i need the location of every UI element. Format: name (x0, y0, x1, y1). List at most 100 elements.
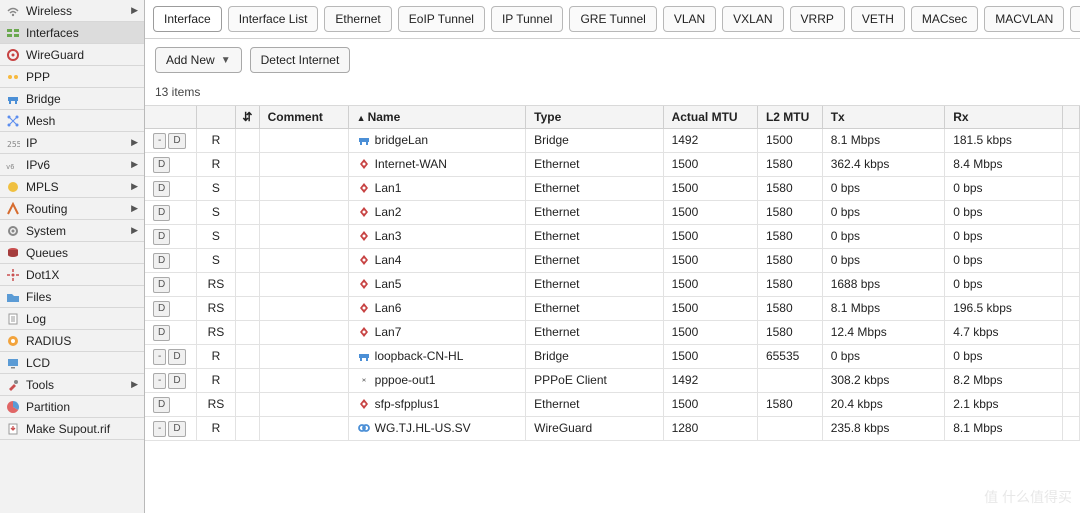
tab-ethernet[interactable]: Ethernet (324, 6, 391, 32)
tab-vxlan[interactable]: VXLAN (722, 6, 783, 32)
cell-flags: R (196, 344, 236, 368)
table-row[interactable]: DRSLan5Ethernet150015801688 bps0 bps (145, 272, 1080, 296)
tab-interface[interactable]: Interface (153, 6, 222, 32)
sidebar-item-wireless[interactable]: Wireless▶ (0, 0, 144, 22)
sidebar-item-system[interactable]: System▶ (0, 220, 144, 242)
cell-tx: 235.8 kbps (822, 416, 944, 440)
sidebar-item-mesh[interactable]: Mesh (0, 110, 144, 132)
tab-macvlan[interactable]: MACVLAN (984, 6, 1064, 32)
row-disable-button[interactable]: D (153, 277, 170, 293)
tab-interface-list[interactable]: Interface List (228, 6, 319, 32)
cell-name: Lan6 (348, 296, 525, 320)
sidebar-item-make-supout-rif[interactable]: Make Supout.rif (0, 418, 144, 440)
cell-tx: 12.4 Mbps (822, 320, 944, 344)
col-controls[interactable] (145, 106, 196, 128)
ip-icon: 255 (6, 136, 20, 150)
table-row[interactable]: DRSLan7Ethernet1500158012.4 Mbps4.7 kbps (145, 320, 1080, 344)
sidebar-item-wireguard[interactable]: WireGuard (0, 44, 144, 66)
tab-veth[interactable]: VETH (851, 6, 905, 32)
row-disable-button[interactable]: D (168, 133, 185, 149)
sidebar-item-interfaces[interactable]: Interfaces (0, 22, 144, 44)
sidebar-item-tools[interactable]: Tools▶ (0, 374, 144, 396)
col-type[interactable]: Type (526, 106, 663, 128)
table-row[interactable]: DRSsfp-sfpplus1Ethernet1500158020.4 kbps… (145, 392, 1080, 416)
sidebar-item-radius[interactable]: RADIUS (0, 330, 144, 352)
sidebar-item-dot1x[interactable]: Dot1X (0, 264, 144, 286)
col-flags[interactable] (196, 106, 236, 128)
col-reorder[interactable]: ⇵ (236, 106, 259, 128)
row-disable-button[interactable]: D (153, 157, 170, 173)
tab-vlan[interactable]: VLAN (663, 6, 716, 32)
wg-icon (357, 421, 371, 435)
cell-extra (1063, 368, 1080, 392)
sidebar-item-mpls[interactable]: MPLS▶ (0, 176, 144, 198)
sidebar-item-ppp[interactable]: PPP (0, 66, 144, 88)
row-disable-button[interactable]: D (153, 325, 170, 341)
tab-ip-tunnel[interactable]: IP Tunnel (491, 6, 563, 32)
table-row[interactable]: DSLan3Ethernet150015800 bps0 bps (145, 224, 1080, 248)
row-disable-button[interactable]: D (153, 205, 170, 221)
row-disable-button[interactable]: D (168, 421, 185, 437)
col-actual-mtu[interactable]: Actual MTU (663, 106, 757, 128)
tab-eoip-tunnel[interactable]: EoIP Tunnel (398, 6, 485, 32)
table-row[interactable]: DRInternet-WANEthernet15001580362.4 kbps… (145, 152, 1080, 176)
row-collapse-button[interactable]: - (153, 373, 166, 389)
sidebar-item-routing[interactable]: Routing▶ (0, 198, 144, 220)
sidebar-item-label: Make Supout.rif (26, 422, 138, 436)
col-extra[interactable] (1063, 106, 1080, 128)
row-collapse-button[interactable]: - (153, 349, 166, 365)
row-disable-button[interactable]: D (168, 373, 185, 389)
cell-l2-mtu (757, 368, 822, 392)
sidebar-item-partition[interactable]: Partition (0, 396, 144, 418)
eth-icon (357, 397, 371, 411)
tab-vrrp[interactable]: VRRP (790, 6, 845, 32)
cell-l2-mtu: 1580 (757, 392, 822, 416)
cell-rx: 0 bps (945, 272, 1063, 296)
add-new-button[interactable]: Add New ▼ (155, 47, 242, 73)
cell-flags: RS (196, 272, 236, 296)
table-row[interactable]: DSLan2Ethernet150015800 bps0 bps (145, 200, 1080, 224)
row-disable-button[interactable]: D (153, 301, 170, 317)
row-disable-button[interactable]: D (153, 253, 170, 269)
routing-icon (6, 202, 20, 216)
cell-type: PPPoE Client (526, 368, 663, 392)
row-collapse-button[interactable]: - (153, 421, 166, 437)
sidebar-item-bridge[interactable]: Bridge (0, 88, 144, 110)
table-row[interactable]: -DRbridgeLanBridge149215008.1 Mbps181.5 … (145, 128, 1080, 152)
cell-actual-mtu: 1492 (663, 368, 757, 392)
row-collapse-button[interactable]: - (153, 133, 166, 149)
sidebar-item-ipv6[interactable]: v6IPv6▶ (0, 154, 144, 176)
row-disable-button[interactable]: D (153, 229, 170, 245)
col-name[interactable]: ▲Name (348, 106, 525, 128)
tab-macsec[interactable]: MACsec (911, 6, 978, 32)
cell-actual-mtu: 1500 (663, 296, 757, 320)
cell-comment (259, 248, 348, 272)
table-row[interactable]: -DRWG.TJ.HL-US.SVWireGuard1280235.8 kbps… (145, 416, 1080, 440)
sidebar-item-queues[interactable]: Queues (0, 242, 144, 264)
table-row[interactable]: DSLan4Ethernet150015800 bps0 bps (145, 248, 1080, 272)
row-disable-button[interactable]: D (153, 181, 170, 197)
table-row[interactable]: DRSLan6Ethernet150015808.1 Mbps196.5 kbp… (145, 296, 1080, 320)
sidebar-item-log[interactable]: Log (0, 308, 144, 330)
table-row[interactable]: -DRloopback-CN-HLBridge1500655350 bps0 b… (145, 344, 1080, 368)
main-panel: InterfaceInterface ListEthernet EoIP Tunn… (145, 0, 1080, 513)
row-disable-button[interactable]: D (153, 397, 170, 413)
tab-gre-tunnel[interactable]: GRE Tunnel (569, 6, 656, 32)
detect-internet-button[interactable]: Detect Internet (250, 47, 351, 73)
sidebar-item-ip[interactable]: 255IP▶ (0, 132, 144, 154)
table-row[interactable]: DSLan1Ethernet150015800 bps0 bps (145, 176, 1080, 200)
cell-flags: R (196, 416, 236, 440)
sidebar-item-lcd[interactable]: LCD (0, 352, 144, 374)
col-l2-mtu[interactable]: L2 MTU (757, 106, 822, 128)
tab-bonding[interactable]: Bonding (1070, 6, 1080, 32)
cell-extra (1063, 296, 1080, 320)
partition-icon (6, 400, 20, 414)
col-tx[interactable]: Tx (822, 106, 944, 128)
col-rx[interactable]: Rx (945, 106, 1063, 128)
col-comment[interactable]: Comment (259, 106, 348, 128)
cell-tx: 8.1 Mbps (822, 296, 944, 320)
chevron-right-icon: ▶ (131, 5, 138, 16)
sidebar-item-files[interactable]: Files (0, 286, 144, 308)
table-row[interactable]: -DRpppoe-out1PPPoE Client1492308.2 kbps8… (145, 368, 1080, 392)
row-disable-button[interactable]: D (168, 349, 185, 365)
